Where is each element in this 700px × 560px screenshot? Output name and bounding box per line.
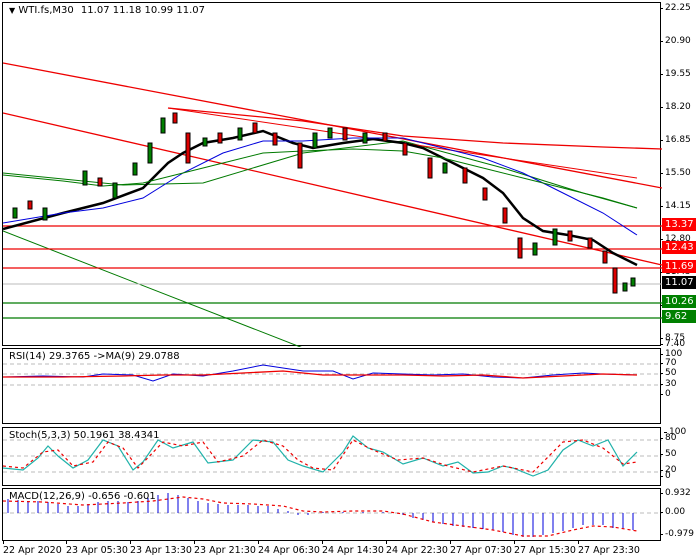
level-label-12-43: 12.43 — [662, 241, 696, 254]
chart-title: ▼ WTI.fs,M30 11.07 11.18 10.99 11.07 — [9, 5, 205, 16]
rsi-tick: 30 — [659, 379, 677, 389]
rsi-tick: 70 — [659, 358, 677, 368]
ohlc-values: 11.07 11.18 10.99 11.07 — [80, 5, 205, 16]
macd-pane[interactable]: MACD(12,26,9) -0.656 -0.601 — [2, 488, 662, 541]
triangle-down-icon[interactable]: ▼ — [9, 6, 16, 15]
macd-tick: 0.00 — [659, 507, 686, 517]
level-label-13-37: 13.37 — [662, 218, 696, 231]
price-tick: 16.85 — [660, 135, 691, 145]
time-label: 27 Apr 23:30 — [578, 541, 640, 556]
time-label: 24 Apr 22:30 — [386, 541, 448, 556]
price-tick: 18.20 — [660, 102, 691, 112]
price-tick: 7.40 — [659, 339, 686, 349]
symbol-label: WTI.fs,M30 — [18, 5, 74, 16]
stoch-title: Stoch(5,3,3) 50.1961 38.4341 — [9, 430, 160, 441]
rsi-plot — [3, 363, 662, 386]
price-tick: 20.90 — [660, 36, 691, 46]
price-tick: 12.80 — [660, 234, 691, 244]
macd-tick: 0.932 — [660, 488, 691, 498]
stoch-tick: 80 — [659, 433, 677, 443]
rsi-tick: 50 — [659, 368, 677, 378]
time-label: 23 Apr 21:30 — [194, 541, 256, 556]
rsi-pane[interactable]: RSI(14) 29.3765 ->MA(9) 29.0788 — [2, 348, 662, 424]
stochastic-pane[interactable]: Stoch(5,3,3) 50.1961 38.4341 — [2, 427, 662, 486]
macd-axis: 0.932 0.00 -0.979 — [659, 488, 700, 541]
price-tick: 15.50 — [660, 168, 691, 178]
price-plot — [3, 62, 662, 347]
stoch-plot — [3, 435, 662, 477]
stoch-axis: 100 80 50 20 0 — [659, 427, 700, 486]
stoch-tick: 100 — [663, 427, 687, 437]
stoch-tick: 20 — [659, 465, 677, 475]
stoch-tick: 0 — [660, 471, 671, 481]
price-tick: 19.55 — [660, 69, 691, 79]
level-label-9-62: 9.62 — [662, 310, 696, 323]
rsi-title: RSI(14) 29.3765 ->MA(9) 29.0788 — [9, 351, 180, 362]
rsi-axis: 100 70 50 30 0 — [659, 348, 700, 424]
main-chart-pane[interactable]: ▼ WTI.fs,M30 11.07 11.18 10.99 11.07 — [2, 2, 662, 347]
rsi-tick: 100 — [659, 349, 683, 359]
macd-title: MACD(12,26,9) -0.656 -0.601 — [9, 491, 156, 502]
time-label: 24 Apr 14:30 — [322, 541, 384, 556]
macd-plot — [3, 493, 662, 537]
time-label: 27 Apr 07:30 — [450, 541, 512, 556]
stoch-tick: 50 — [659, 449, 677, 459]
time-label: 24 Apr 06:30 — [258, 541, 320, 556]
current-price-label: 11.07 — [662, 276, 696, 289]
macd-tick: -0.979 — [659, 529, 695, 539]
rsi-tick: 0 — [660, 389, 671, 399]
time-label: 22 Apr 2020 — [3, 541, 62, 556]
level-label-10-26: 10.26 — [662, 295, 696, 308]
time-label: 23 Apr 05:30 — [66, 541, 128, 556]
time-label: 27 Apr 15:30 — [514, 541, 576, 556]
price-tick: 14.15 — [660, 201, 691, 211]
time-label: 23 Apr 13:30 — [130, 541, 192, 556]
price-tick: 8.75 — [659, 333, 686, 343]
price-tick: 22.25 — [660, 3, 691, 13]
level-label-11-69: 11.69 — [662, 260, 696, 273]
